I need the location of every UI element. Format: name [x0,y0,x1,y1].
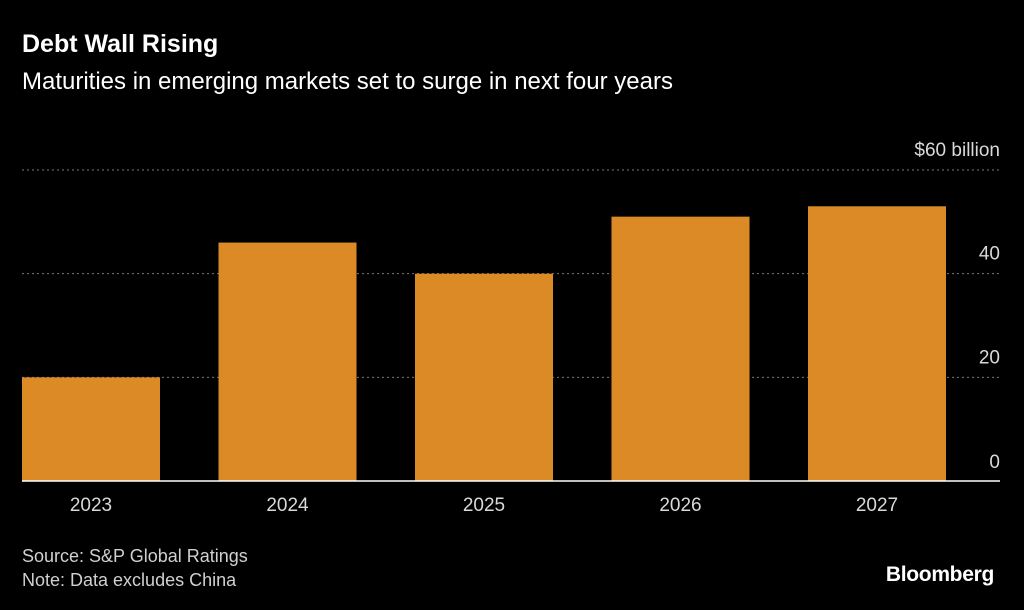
chart-title: Debt Wall Rising [22,30,219,58]
y-tick-label-0: 0 [989,452,1000,473]
bar-2026 [611,216,750,481]
bloomberg-logo: Bloomberg [885,563,994,586]
bar-2027 [808,206,946,482]
data-note: Note: Data excludes China [22,570,237,590]
bar-2024 [218,242,357,481]
bar-2023 [22,377,160,481]
y-tick-label-40: 40 [979,244,1000,265]
x-tick-label-2023: 2023 [70,495,112,516]
y-tick-label-60: $60 billion [914,140,1000,161]
y-tick-label-20: 20 [979,347,1000,368]
chart-footer: Source: S&P Global Ratings Note: Data ex… [22,544,248,592]
chart-subtitle: Maturities in emerging markets set to su… [22,68,673,95]
x-tick-label-2027: 2027 [856,495,898,516]
x-tick-label-2024: 2024 [266,495,309,516]
bar-2025 [415,273,553,481]
x-tick-label-2025: 2025 [463,495,505,516]
source-note: Source: S&P Global Ratings [22,546,248,566]
x-tick-label-2026: 2026 [659,495,701,516]
